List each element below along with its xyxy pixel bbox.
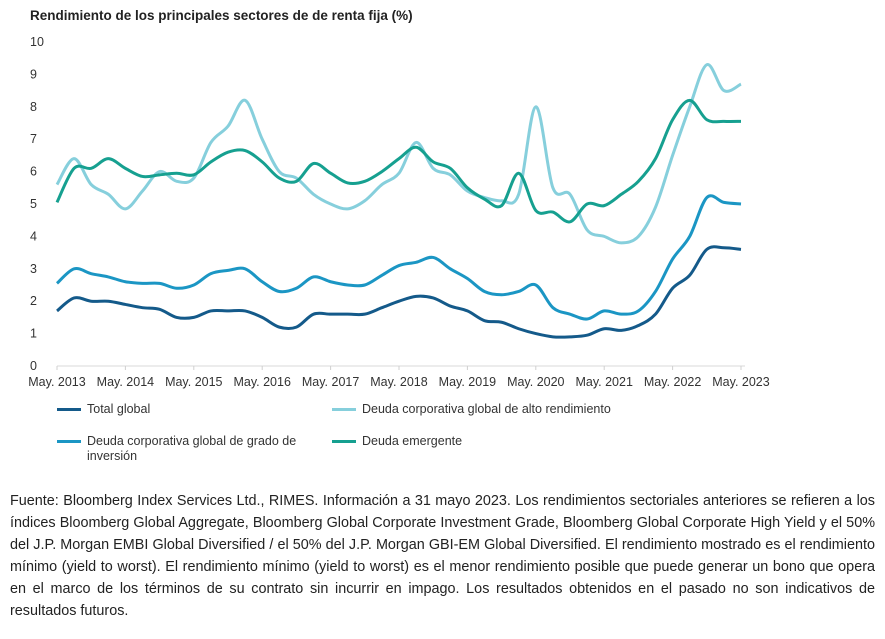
y-tick-label: 6 [30,165,37,179]
y-tick-label: 8 [30,100,37,114]
legend-swatch [332,408,356,411]
y-tick-label: 9 [30,67,37,81]
legend-label: Total global [87,402,151,416]
legend-swatch [332,440,356,443]
x-tick-label: May. 2019 [439,375,496,389]
x-tick-label: May. 2018 [370,375,427,389]
legend-item-investment-grade: Deuda corporativa global de grado de inv… [57,434,327,464]
y-axis: 0 1 2 3 4 5 6 7 8 9 10 [30,35,44,373]
legend-label: Deuda corporativa global de grado de inv… [87,434,297,463]
legend-item-total-global: Total global [57,402,150,417]
chart-title: Rendimiento de los principales sectores … [30,8,413,23]
y-tick-label: 3 [30,262,37,276]
x-tick-label: May. 2015 [165,375,222,389]
x-tick-label: May. 2022 [644,375,701,389]
y-tick-label: 10 [30,35,44,49]
line-chart: 0 1 2 3 4 5 6 7 8 9 10 May. 2013 May. 2014 May. 2015… [28,35,770,389]
y-tick-label: 1 [30,327,37,341]
x-tick-label: May. 2020 [507,375,564,389]
y-tick-label: 5 [30,197,37,211]
series-lines [55,63,742,339]
source-footnote: Fuente: Bloomberg Index Services Ltd., R… [10,493,875,619]
x-axis: May. 2013 May. 2014 May. 2015 May. 2016 May.… [28,365,770,389]
x-tick-label: May. 2013 [28,375,85,389]
x-tick-label: May. 2023 [712,375,769,389]
legend-swatch [57,408,81,411]
legend-item-emerging: Deuda emergente [332,434,462,449]
legend-label: Deuda corporativa global de alto rendimi… [362,402,611,416]
x-tick-label: May. 2014 [97,375,154,389]
y-tick-label: 0 [30,359,37,373]
y-tick-label: 2 [30,294,37,308]
series-line-deuda-corporativa-global-de-alto-rendimiento [55,63,742,245]
legend-swatch [57,440,81,443]
legend-item-high-yield: Deuda corporativa global de alto rendimi… [332,402,611,417]
x-tick-label: May. 2021 [575,375,632,389]
series-line-total-global [56,245,742,339]
x-tick-label: May. 2016 [233,375,290,389]
series-line-deuda-corporativa-global-de-grado-de-inversi-n [55,194,742,321]
x-tick-label: May. 2017 [302,375,359,389]
series-line-deuda-emergente [55,98,742,224]
y-tick-label: 4 [30,229,37,243]
legend-label: Deuda emergente [362,434,463,448]
y-tick-label: 7 [30,132,37,146]
